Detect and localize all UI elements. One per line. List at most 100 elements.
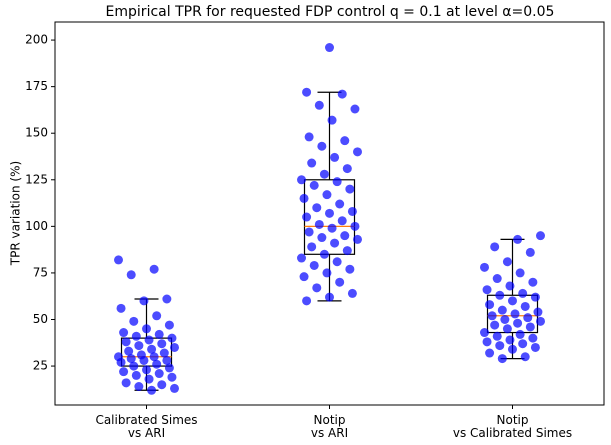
point — [325, 292, 334, 302]
point — [347, 206, 357, 216]
point — [304, 132, 314, 142]
point — [319, 169, 329, 179]
point — [131, 370, 141, 380]
point — [144, 335, 154, 345]
point — [505, 335, 515, 345]
point — [330, 238, 340, 248]
point — [337, 216, 347, 226]
point — [342, 164, 352, 174]
point — [485, 348, 495, 358]
point — [299, 272, 309, 282]
point — [345, 184, 355, 194]
point — [134, 382, 144, 392]
point — [149, 264, 159, 274]
point — [525, 322, 535, 332]
point — [490, 242, 500, 252]
point — [332, 257, 342, 267]
point — [139, 355, 149, 365]
point — [523, 313, 533, 323]
point — [152, 311, 162, 321]
point — [149, 352, 159, 362]
point — [500, 314, 510, 324]
point — [347, 288, 357, 298]
point — [330, 152, 340, 162]
point — [340, 136, 350, 146]
point — [342, 246, 352, 256]
point — [312, 283, 322, 293]
x-tick-label: Calibrated Simes vs ARI — [95, 413, 197, 440]
point — [505, 281, 515, 291]
point — [154, 329, 164, 339]
point — [157, 339, 167, 349]
point — [525, 247, 535, 257]
point — [134, 341, 144, 351]
y-tick-label: 50 — [33, 312, 48, 326]
point — [485, 300, 495, 310]
point — [520, 301, 530, 311]
x-tick-label: Notip vs ARI — [311, 413, 348, 440]
point — [528, 333, 538, 343]
point — [314, 100, 324, 110]
y-tick-label: 75 — [33, 265, 48, 279]
point — [162, 355, 172, 365]
point — [528, 277, 538, 287]
point — [126, 354, 136, 364]
point — [353, 147, 362, 157]
point — [124, 346, 134, 356]
point — [530, 342, 540, 352]
point — [131, 331, 141, 341]
point — [312, 203, 322, 213]
point — [302, 212, 312, 222]
point — [119, 328, 129, 338]
point — [159, 348, 169, 358]
point — [114, 255, 123, 265]
point — [139, 296, 149, 306]
point — [495, 341, 505, 351]
point — [126, 270, 136, 280]
point — [325, 208, 334, 218]
point — [518, 288, 528, 298]
point — [302, 296, 312, 306]
point — [350, 104, 360, 114]
y-tick-label: 150 — [25, 126, 48, 140]
point — [322, 190, 332, 200]
y-tick-label: 25 — [33, 359, 48, 373]
point — [492, 331, 502, 341]
point — [480, 262, 489, 272]
point — [487, 311, 497, 321]
point — [497, 305, 507, 315]
point — [332, 177, 342, 187]
point — [142, 365, 151, 375]
chart-title: Empirical TPR for requested FDP control … — [106, 4, 555, 20]
point — [495, 290, 505, 300]
point — [515, 268, 525, 278]
point — [513, 234, 523, 244]
point — [350, 221, 360, 231]
point — [482, 285, 492, 295]
point — [327, 115, 337, 125]
point — [513, 318, 523, 328]
point — [147, 344, 157, 354]
point — [307, 158, 317, 168]
point — [309, 260, 319, 270]
point — [121, 378, 131, 388]
point — [119, 367, 129, 377]
point — [536, 316, 545, 326]
point — [129, 316, 139, 326]
point — [536, 231, 545, 241]
point — [309, 180, 319, 190]
point — [164, 363, 174, 373]
point — [317, 233, 327, 243]
point — [533, 307, 543, 317]
point — [482, 337, 492, 347]
point — [142, 324, 151, 334]
point — [508, 344, 517, 354]
point — [508, 296, 517, 306]
point — [327, 223, 337, 233]
point — [325, 43, 334, 53]
point — [129, 361, 139, 371]
point — [167, 372, 177, 382]
point — [353, 234, 362, 244]
point — [152, 359, 162, 369]
